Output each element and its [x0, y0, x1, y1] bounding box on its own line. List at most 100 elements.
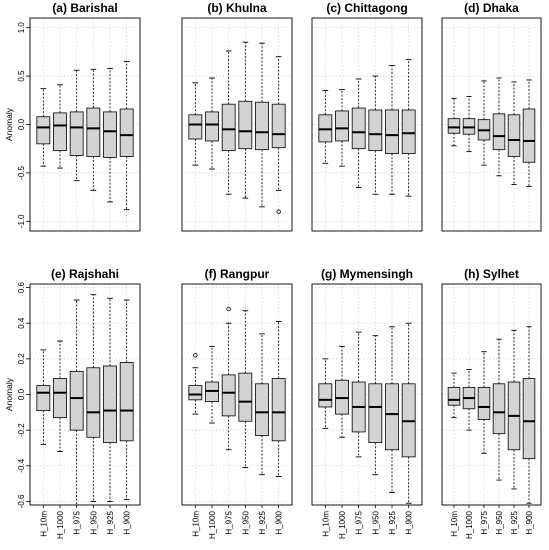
box-h-950 — [492, 338, 506, 481]
panel-mymensingh: (g) Mymensingh H_10m H_1000 H_975 H_950 H_925… — [311, 267, 423, 539]
x-tick-label: H_925 — [388, 510, 397, 534]
panel-chittagong: (c) Chittagong — [311, 1, 423, 232]
x-tick-label: H_900 — [123, 510, 132, 534]
x-tick-label: H_10m — [39, 511, 48, 537]
box-h-1000 — [205, 77, 219, 170]
box-h-950 — [492, 77, 506, 177]
x-tick-label: H_925 — [106, 510, 115, 534]
box-h-925 — [385, 64, 399, 195]
x-tick-label: H_1000 — [208, 510, 217, 539]
box-iqr — [477, 386, 491, 420]
box-h-900 — [119, 299, 134, 501]
x-tick-label: H_900 — [405, 510, 414, 534]
x-tick-label: H_1000 — [465, 510, 474, 539]
y-tick-label: -0.2 — [17, 423, 26, 437]
panel-barishal: (a) Barishal -1.0 -0.5 0.0 0.5 1.0 Anomaly — [4, 1, 141, 232]
box-iqr — [53, 112, 67, 152]
box-h-925 — [255, 333, 269, 476]
box-h-1000 — [462, 369, 476, 431]
panel-khulna: (b) Khulna — [181, 1, 293, 232]
panel-frame — [181, 17, 293, 232]
box-iqr — [221, 374, 236, 417]
box-iqr — [368, 383, 383, 444]
box-iqr — [271, 378, 286, 442]
x-tick-label: H_975 — [355, 510, 364, 534]
x-tick-label: H_900 — [525, 510, 534, 534]
box-h-10m — [318, 90, 333, 164]
box-iqr — [238, 100, 253, 150]
box-h-10m — [447, 372, 461, 419]
panel-rajshahi: (e) Rajshahi -0.6 -0.4 -0.2 0.0 0.2 0.4 0.6 Anom… — [4, 267, 141, 539]
box-iqr — [36, 385, 51, 411]
x-tick-label: H_950 — [495, 510, 504, 534]
box-iqr — [103, 365, 117, 444]
box-h-925 — [507, 329, 521, 490]
panel-sylhet: (h) Sylhet H_10m H_1000 H_975 H_950 H_925 H_90… — [441, 267, 542, 539]
box-h-975 — [221, 306, 236, 451]
box-iqr — [36, 116, 51, 145]
box-h-975 — [69, 299, 84, 506]
outlier-point — [226, 306, 231, 312]
y-tick-label: -0.4 — [17, 458, 26, 472]
x-tick-label: H_10m — [450, 511, 459, 537]
box-h-900 — [522, 79, 536, 187]
box-h-10m — [188, 353, 203, 415]
box-h-975 — [477, 351, 491, 454]
x-tick-label: H_900 — [275, 510, 284, 534]
panel-frame — [181, 283, 293, 506]
box-h-10m — [447, 97, 461, 147]
box-iqr — [318, 383, 333, 408]
box-h-1000 — [205, 345, 219, 424]
box-iqr — [385, 109, 399, 154]
x-tick-label: H_975 — [73, 510, 82, 534]
box-iqr — [335, 110, 349, 142]
box-h-925 — [103, 67, 117, 203]
box-iqr — [385, 383, 399, 451]
box-iqr — [103, 111, 117, 158]
x-tick-label: H_925 — [510, 510, 519, 534]
x-tick-label: H_975 — [480, 510, 489, 534]
y-tick-label: 0.4 — [17, 317, 26, 329]
y-tick-label: 0.5 — [17, 70, 26, 82]
panel-title: (b) Khulna — [207, 1, 267, 15]
box-h-975 — [351, 331, 366, 458]
panel-frame — [441, 17, 542, 232]
box-iqr — [368, 109, 383, 152]
panel-frame — [311, 17, 423, 232]
box-iqr — [69, 370, 84, 431]
box-h-950 — [86, 294, 101, 502]
outlier-point — [276, 209, 281, 214]
panel-dhaka: (d) Dhaka — [441, 1, 542, 232]
box-h-925 — [385, 326, 399, 493]
x-tick-label: H_1000 — [56, 510, 65, 539]
box-iqr — [255, 101, 269, 151]
box-h-925 — [255, 42, 269, 208]
panel-title: (d) Dhaka — [464, 1, 519, 15]
y-tick-label: 1.0 — [17, 22, 26, 34]
box-iqr — [271, 103, 286, 149]
box-iqr — [447, 118, 461, 134]
x-tick-label: H_1000 — [338, 510, 347, 539]
box-iqr — [205, 111, 219, 142]
panel-frame — [441, 283, 542, 506]
box-iqr — [86, 367, 101, 438]
y-tick-label: -0.5 — [17, 165, 26, 179]
box-h-975 — [69, 69, 84, 182]
box-iqr — [119, 108, 134, 157]
x-tick-label: H_950 — [89, 510, 98, 534]
box-iqr — [492, 383, 506, 435]
box-h-975 — [221, 50, 236, 195]
x-tick-label: H_10m — [191, 511, 200, 537]
x-tick-label: H_10m — [321, 511, 330, 537]
y-tick-label: 0.2 — [17, 353, 26, 365]
y-tick-label: 0.0 — [17, 118, 26, 130]
panel-title: (f) Rangpur — [205, 267, 270, 281]
box-h-900 — [522, 326, 536, 504]
y-tick-label: -0.6 — [17, 494, 26, 508]
box-h-1000 — [462, 95, 476, 153]
box-iqr — [238, 372, 253, 422]
panel-title: (a) Barishal — [52, 1, 117, 15]
box-h-900 — [401, 59, 416, 197]
box-h-950 — [238, 310, 253, 469]
